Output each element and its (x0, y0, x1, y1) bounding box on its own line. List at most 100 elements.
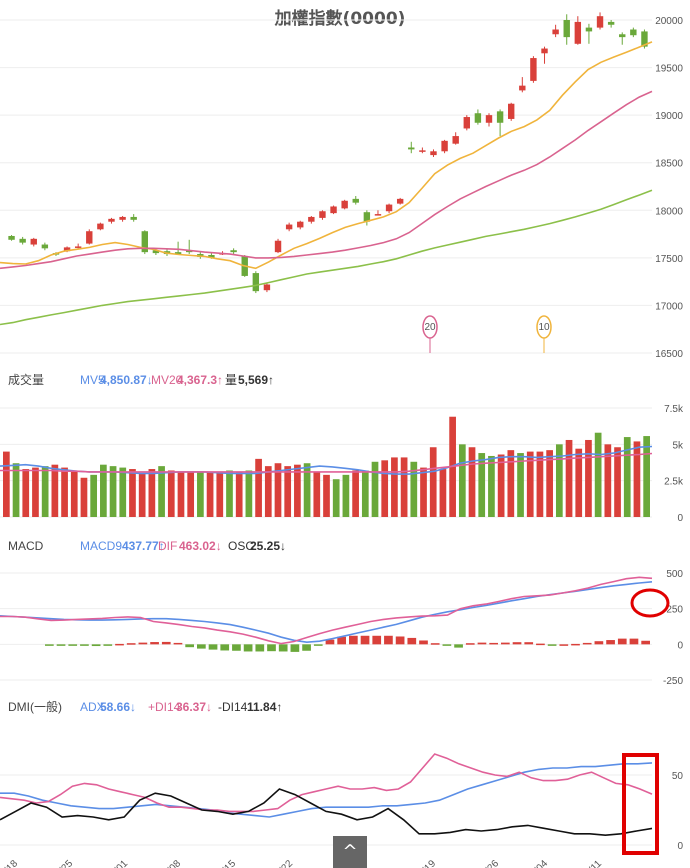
y-tick-label: 5k (672, 440, 684, 451)
osc-bar (360, 635, 370, 645)
volume-bar (517, 453, 524, 517)
candle-body (174, 252, 182, 255)
volume-bar (468, 447, 476, 517)
candle-body (508, 103, 515, 119)
legend-adx-label: ADX (80, 700, 105, 714)
osc-bar (606, 640, 615, 645)
x-tick-label: 12/25 (50, 858, 76, 868)
dmi-panel: 50 0 (0, 753, 684, 852)
legend-mdi-label: -DI14 (218, 700, 248, 714)
marker-badge (536, 315, 552, 339)
legend-dif-value: 463.02↓ (179, 539, 222, 553)
volume-bar (536, 451, 544, 517)
candle-body (530, 58, 537, 81)
volume-bar (32, 467, 39, 517)
candle-body (19, 238, 26, 243)
osc-bar (512, 642, 522, 645)
candle-body (97, 223, 104, 230)
volume-bar (623, 437, 631, 517)
volume-bar (177, 471, 185, 517)
y-tick-label: 50 (672, 771, 684, 782)
marker-badge (422, 315, 438, 339)
volume-bar (633, 441, 641, 517)
candle-body (86, 231, 93, 244)
osc-bar (255, 644, 265, 652)
legend-mv20-label: MV20 (151, 373, 183, 387)
volume-bar (3, 451, 10, 517)
candle-body (485, 115, 493, 123)
osc-bar (582, 642, 592, 645)
osc-bar (220, 644, 230, 651)
candle-body (8, 235, 15, 240)
osc-bar (302, 644, 311, 651)
legend-pdi-value: 36.37↓ (176, 700, 212, 714)
legend-pdi-label: +DI14 (148, 700, 181, 714)
dmi-title: DMI(一般) (8, 699, 62, 714)
volume-bar (255, 458, 262, 517)
chart-title: 加權指數(0000) (274, 8, 406, 29)
candle-body (452, 136, 459, 144)
osc-bar (68, 644, 78, 646)
osc-bar (419, 640, 428, 645)
volume-bar (342, 474, 350, 517)
volume-bar (100, 464, 107, 517)
candle-body (441, 140, 448, 152)
volume-bar (604, 444, 612, 517)
candle-body (619, 34, 626, 38)
volume-mv20-line (0, 452, 653, 473)
x-tick-label: 01/01 (105, 858, 131, 868)
volume-bar (187, 471, 195, 517)
candle-body (574, 21, 582, 44)
marker-label: 10 (538, 322, 550, 333)
volume-bar (497, 454, 505, 517)
minus-di-line (0, 788, 653, 837)
volume-mv5-line (0, 445, 653, 475)
candle-body (563, 20, 570, 38)
y-tick-label: 19000 (655, 111, 683, 122)
legend-dif-label: DIF (158, 539, 177, 553)
ma-line-ma5 (0, 41, 653, 270)
candle-body (285, 224, 293, 230)
candle-body (552, 29, 559, 35)
y-tick-label: 0 (677, 513, 683, 524)
osc-bar (384, 635, 393, 645)
candle-body (230, 250, 237, 253)
candle-body (596, 16, 604, 28)
scroll-top-button[interactable]: ^ (333, 836, 367, 868)
candle-body (319, 211, 326, 218)
dif-line (0, 576, 653, 645)
volume-bar (585, 439, 592, 517)
volume-bar (643, 436, 650, 517)
volume-bar (575, 448, 583, 517)
y-tick-label: 17500 (655, 254, 683, 265)
legend-mv20-value: 4,367.3↑ (177, 373, 223, 387)
legend-osc-label: OSC (228, 539, 254, 553)
osc-bar (489, 642, 498, 645)
volume-bar (565, 439, 573, 517)
macd9-line (0, 581, 653, 644)
osc-bar (267, 644, 276, 652)
candle-body (341, 200, 348, 209)
x-axis: 12/18 12/25 01/01 01/08 01/15 01/22 02/19 02/26… (0, 858, 604, 868)
candle-body (30, 238, 37, 245)
volume-bar (546, 450, 553, 517)
macd-panel: 500 250 0 -250 (0, 569, 683, 687)
y-tick-label: 18000 (655, 206, 683, 217)
volume-bar (294, 464, 301, 517)
osc-bar (524, 642, 534, 645)
volume-bar (70, 471, 78, 517)
osc-bar (465, 643, 475, 645)
legend-mv5-value: 4,850.87↓ (100, 373, 153, 387)
x-tick-label: 01/22 (270, 858, 296, 868)
price-panel: 20000 19500 19000 18500 18000 17500 17000 16500… (0, 12, 683, 360)
volume-bar (400, 457, 408, 517)
legend-vol-label: 量 (225, 373, 237, 387)
osc-bar (278, 644, 288, 652)
candle-body (519, 85, 526, 91)
osc-bar (641, 640, 650, 645)
candle-body (419, 150, 426, 152)
osc-bar (349, 635, 358, 645)
volume-bar (167, 470, 175, 517)
y-tick-label: 0 (677, 640, 683, 651)
osc-bar (501, 642, 510, 645)
